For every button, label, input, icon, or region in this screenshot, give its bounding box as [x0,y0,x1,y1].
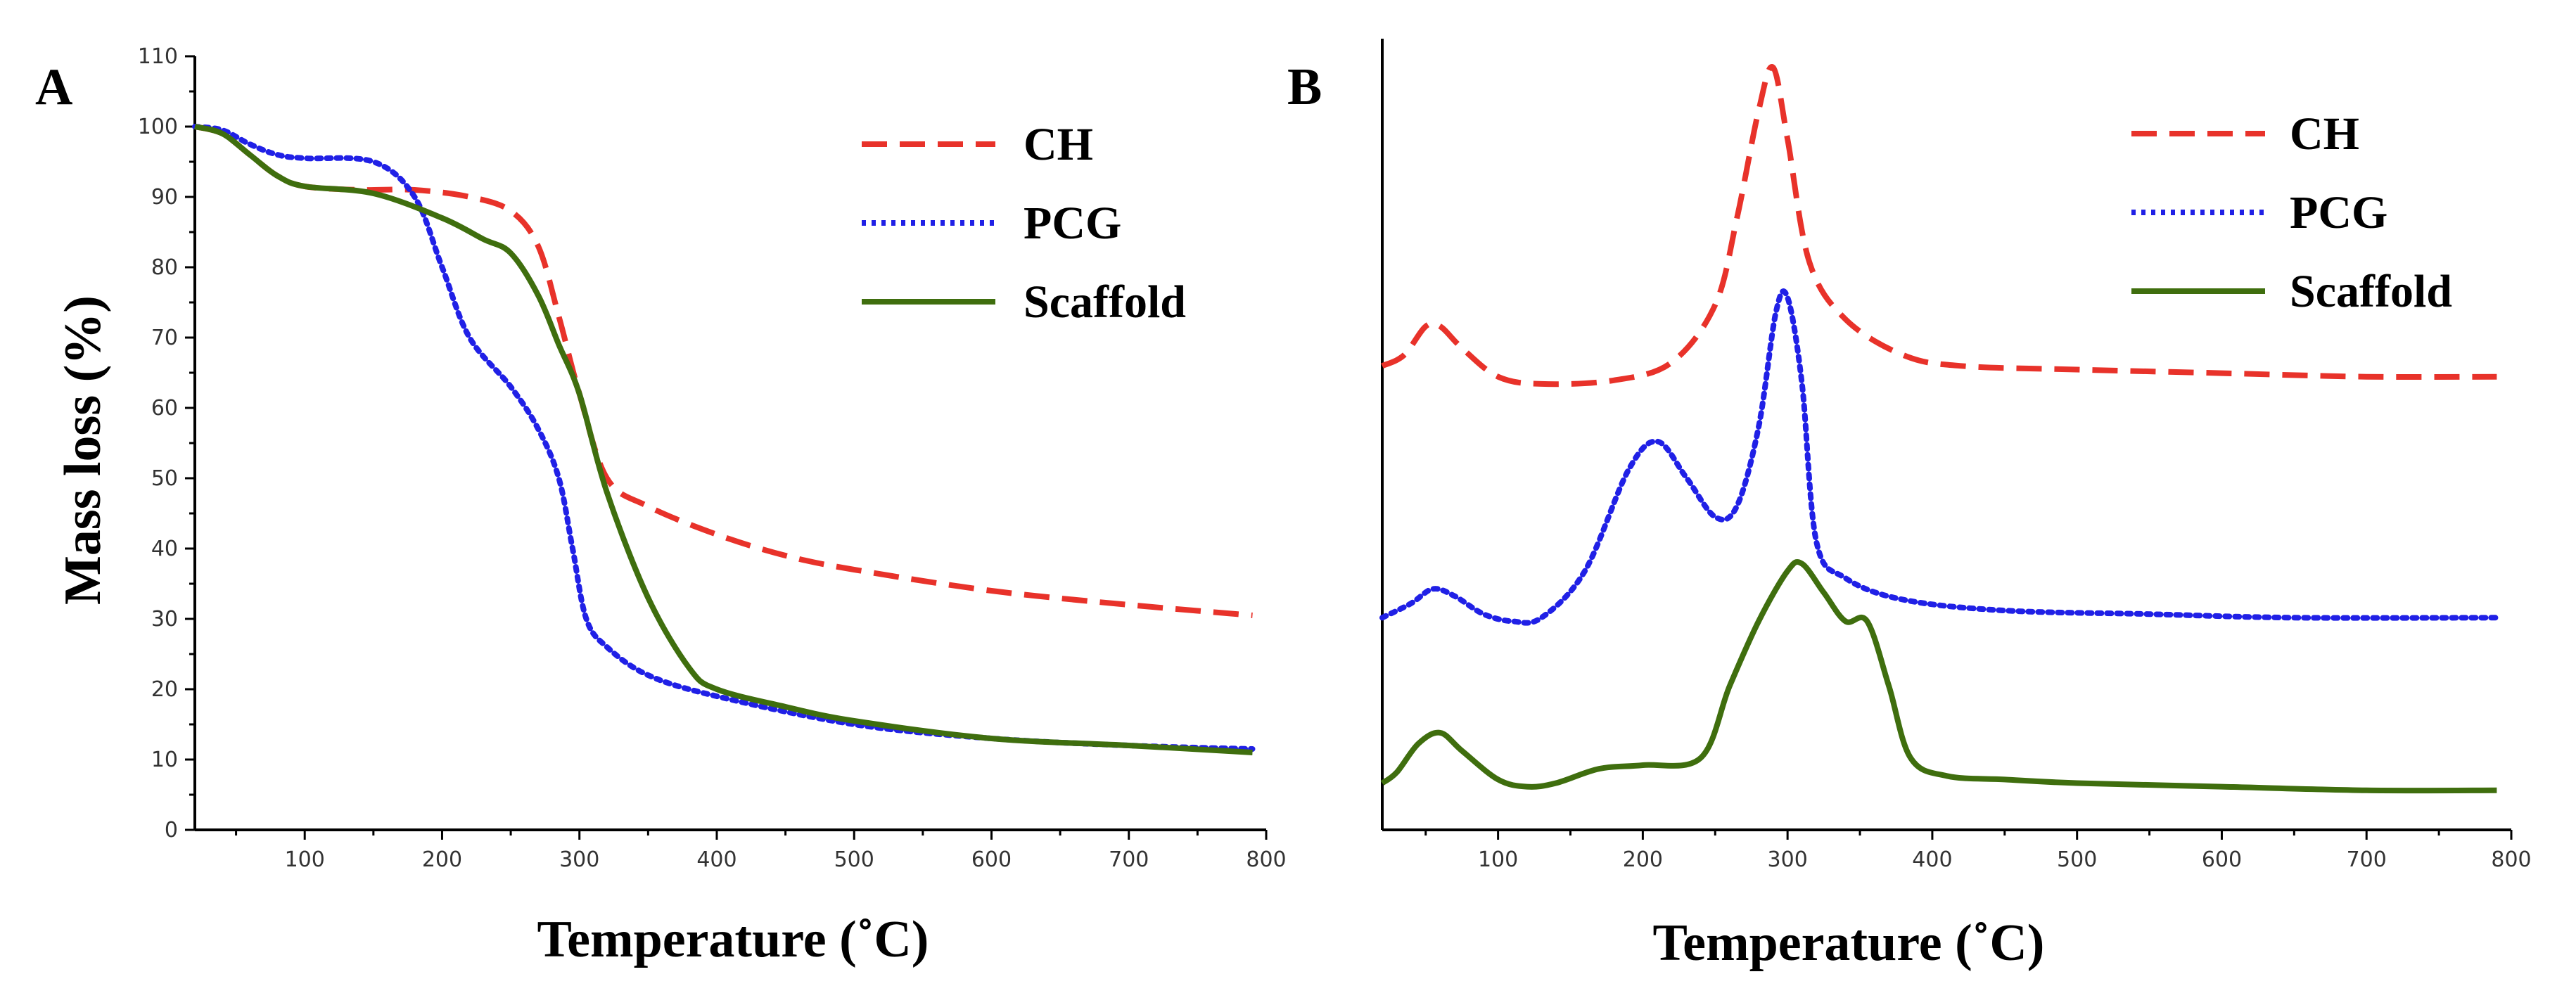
y-tick-label: 60 [151,396,178,421]
series-line-scaffold [1380,559,2497,794]
series-line-scaffold [193,124,1253,755]
x-tick-label: 200 [1623,847,1663,872]
y-tick-label: 100 [138,115,178,139]
x-tick-label: 400 [696,847,737,872]
x-tick-label: 300 [559,847,599,872]
x-tick-label: 800 [2491,847,2531,872]
y-tick-label: 30 [151,607,178,632]
x-tick-label: 300 [1768,847,1808,872]
panel-b: B Temperature (˚C) 100 200 300 400 500 600 700… [1287,39,2532,972]
axes-a: 100 200 300 400 500 600 700 800 0 10 20 30 40 50 60 70 8… [138,44,1287,872]
legend-label-scaffold: Scaffold [1024,276,1186,328]
y-tick-label: 40 [151,537,178,561]
y-tick-label: 80 [151,255,178,280]
y-tick-label: 10 [151,748,178,772]
x-tick-label: 600 [971,847,1012,872]
y-axis-title-a: Mass loss (%) [54,295,112,605]
legend-b: CH PCG Scaffold [2131,108,2452,317]
legend-label-scaffold: Scaffold [2290,266,2452,317]
x-axis-title-a: Temperature (˚C) [537,911,929,968]
x-axis-title-b: Temperature (˚C) [1653,914,2045,972]
series-line-ch [1381,64,2497,388]
panel-label-b: B [1287,58,1322,116]
x-tick-label: 500 [2057,847,2097,872]
series-line-pcg [1379,288,2500,626]
y-tick-label: 90 [151,185,178,210]
x-tick-label: 200 [422,847,462,872]
y-tick-label: 20 [151,677,178,702]
y-tick-label: 110 [138,44,178,69]
panel-a: A Mass loss (%) Temperature (˚C) 100 200 3… [35,44,1287,968]
legend-label-ch: CH [2290,108,2359,160]
x-tick-label: 800 [1246,847,1286,872]
x-tick-label: 600 [2202,847,2242,872]
legend-a: CH PCG Scaffold [862,119,1186,328]
x-tick-label: 400 [1912,847,1952,872]
x-tick-label: 700 [1109,847,1149,872]
x-tick-label: 500 [834,847,874,872]
plot-area-b [1379,64,2500,794]
y-tick-label: 70 [151,326,178,350]
legend-label-pcg: PCG [2290,187,2387,238]
axes-b: 100 200 300 400 500 600 700 800 [1381,39,2532,872]
panel-label-a: A [35,58,72,116]
y-tick-label: 0 [165,818,178,843]
plot-area-a [192,124,1256,755]
x-tick-label: 100 [1478,847,1518,872]
legend-label-ch: CH [1024,119,1093,170]
x-tick-label: 100 [285,847,325,872]
y-tick-label: 50 [151,466,178,491]
legend-label-pcg: PCG [1024,198,1121,249]
x-tick-label: 700 [2347,847,2387,872]
